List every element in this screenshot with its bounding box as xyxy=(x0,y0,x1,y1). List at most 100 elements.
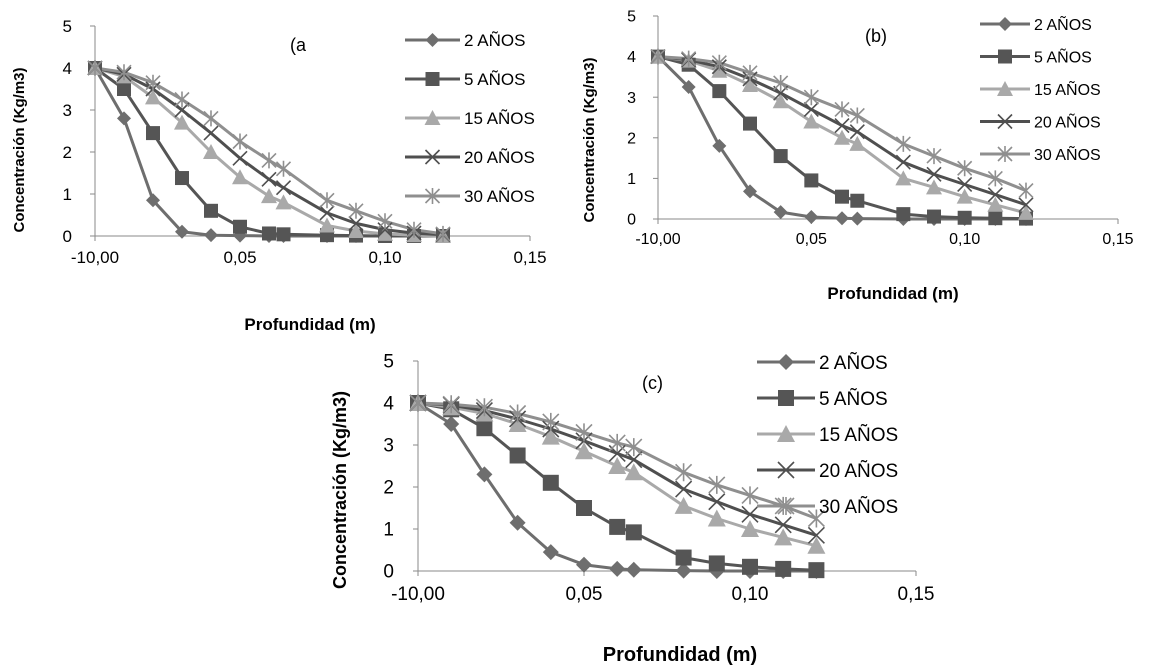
chart-b-x-tick-label: 0,10 xyxy=(949,231,980,248)
chart-c-legend-label: 2 AÑOS xyxy=(819,352,888,374)
chart-a-data-point xyxy=(275,194,292,210)
chart-b-data-point xyxy=(1018,182,1034,199)
chart-c-data-point xyxy=(576,556,592,573)
chart-c-data-point xyxy=(609,518,626,535)
chart-b-data-point xyxy=(957,160,973,177)
chart-a-data-point xyxy=(175,224,189,239)
chart-c-data-point xyxy=(542,474,559,491)
chart-b-data-point xyxy=(804,209,819,224)
chart-b-plot-area: 0 1 2 3 4 5 -10,00 0,05 0,10 0,15 xyxy=(627,9,1134,248)
chart-a-data-point xyxy=(261,152,277,169)
chart-c-data-point xyxy=(509,447,526,464)
chart-b-data-point xyxy=(681,50,697,67)
chart-b-data-point xyxy=(895,135,911,152)
chart-c-legend-label: 15 AÑOS xyxy=(819,424,898,446)
chart-a-data-point xyxy=(116,64,132,81)
chart-c-data-point xyxy=(675,480,693,498)
chart-a-data-point xyxy=(174,102,190,118)
chart-b-data-point xyxy=(681,80,696,95)
chart-a-data-point xyxy=(348,222,364,238)
chart-a-legend-marker-2 xyxy=(424,110,441,125)
chart-a-data-point xyxy=(146,193,160,208)
chart-c-legend-marker-3 xyxy=(777,461,795,479)
chart-a-plot-area: 0 1 2 3 4 5 -10,00 0,05 0,10 0,15 xyxy=(63,17,547,267)
chart-a-data-point xyxy=(145,89,161,105)
chart-c-legend-label: 20 AÑOS xyxy=(819,460,898,482)
chart-b-data-point xyxy=(850,211,865,226)
chart-c-legend-label: 5 AÑOS xyxy=(819,388,888,410)
chart-b-data-point xyxy=(849,107,865,124)
chart-a-data-point xyxy=(261,171,277,187)
chart-b-data-point xyxy=(926,179,942,195)
chart-b-data-point xyxy=(773,74,789,91)
chart-b-y-tick-label: 1 xyxy=(627,171,636,188)
chart-b-data-point xyxy=(1018,197,1034,213)
chart-c-data-point xyxy=(742,558,758,575)
chart-a-legend-marker-4 xyxy=(424,188,441,204)
chart-c-data-point xyxy=(741,505,759,523)
chart-a-data-point xyxy=(204,203,218,218)
chart-c-data-point xyxy=(625,451,643,469)
chart-b-x-tick-label: 0,15 xyxy=(1102,231,1133,248)
chart-c-y-tick-label: 5 xyxy=(383,352,394,373)
chart-a: 0 1 2 3 4 5 -10,00 0,05 0,10 0,15 (a Profundidad … xyxy=(11,17,547,334)
chart-c-y-tick-label: 4 xyxy=(383,394,394,415)
chart-c-x-tick-label: 0,10 xyxy=(732,584,769,605)
chart-a-data-point xyxy=(377,213,393,230)
chart-b-legend-marker-3 xyxy=(997,113,1013,130)
chart-c-legend-marker-4 xyxy=(777,497,795,515)
chart-a-data-point xyxy=(276,227,291,242)
chart-b-data-point xyxy=(927,209,941,224)
chart-c-data-point xyxy=(674,496,693,514)
chart-b-x-tick-label: -10,00 xyxy=(635,231,680,248)
chart-a-y-tick-label: 3 xyxy=(63,101,72,120)
chart-c-data-point xyxy=(774,516,792,534)
chart-c-legend-marker-1 xyxy=(778,390,794,406)
chart-b-y-tick-label: 5 xyxy=(627,9,636,26)
chart-a-y-tick-label: 2 xyxy=(63,143,72,162)
chart-c-data-point xyxy=(542,412,560,431)
chart-c-data-point xyxy=(625,524,642,541)
chart-c-data-point xyxy=(807,536,826,554)
chart-a-legend: 2 AÑOS 5 AÑOS 15 AÑOS 20 AÑOS 30 AÑOS xyxy=(405,31,535,206)
chart-c-y-axis-title: Concentración (Kg/m3) xyxy=(330,391,350,589)
chart-c-data-point xyxy=(741,520,759,537)
chart-a-y-tick-label: 0 xyxy=(63,227,72,246)
chart-a-data-point xyxy=(146,126,160,141)
chart-a-data-point xyxy=(377,225,393,241)
chart-b-legend-label: 30 AÑOS xyxy=(1034,144,1101,164)
chart-a-data-point xyxy=(232,150,248,166)
chart-a-y-tick-label: 1 xyxy=(63,185,72,204)
chart-b-data-point xyxy=(712,84,727,99)
chart-b-data-point xyxy=(835,211,849,226)
chart-a-data-point xyxy=(203,125,219,141)
chart-c-data-point xyxy=(807,509,825,528)
chart-a-data-point xyxy=(174,91,190,108)
chart-b-data-point xyxy=(895,154,911,170)
chart-a-data-point xyxy=(435,225,451,242)
chart-a-legend-label: 2 AÑOS xyxy=(464,31,525,50)
chart-a-data-point xyxy=(348,202,364,219)
chart-b-data-point xyxy=(834,118,850,134)
chart-c-data-point xyxy=(541,427,560,445)
chart-b-y-tick-label: 2 xyxy=(627,130,636,147)
chart-c-data-point xyxy=(624,463,643,481)
chart-b-data-point xyxy=(743,116,757,131)
chart-b-data-point xyxy=(926,148,942,165)
chart-a-series-line-2 xyxy=(94,66,444,238)
chart-c-data-point xyxy=(443,416,460,432)
chart-b-legend: 2 AÑOS 5 AÑOS 15 AÑOS 20 AÑOS 30 AÑOS xyxy=(980,14,1101,164)
chart-a-data-point xyxy=(275,180,292,196)
chart-a-y-tick-label: 5 xyxy=(63,17,72,36)
chart-c-x-tick-label: -10,00 xyxy=(391,584,445,605)
chart-b-data-point xyxy=(711,54,727,71)
chart-a-legend-label: 30 AÑOS xyxy=(464,187,535,206)
chart-b-data-point xyxy=(834,101,850,118)
chart-a-data-point xyxy=(175,171,189,186)
chart-b-x-tick-label: 0,05 xyxy=(796,231,827,248)
chart-b-data-point xyxy=(773,149,788,164)
chart-c-data-point xyxy=(575,423,593,442)
chart-b-data-point xyxy=(987,170,1003,187)
chart-b-legend-marker-0 xyxy=(998,17,1012,31)
chart-a-data-point xyxy=(275,160,292,177)
